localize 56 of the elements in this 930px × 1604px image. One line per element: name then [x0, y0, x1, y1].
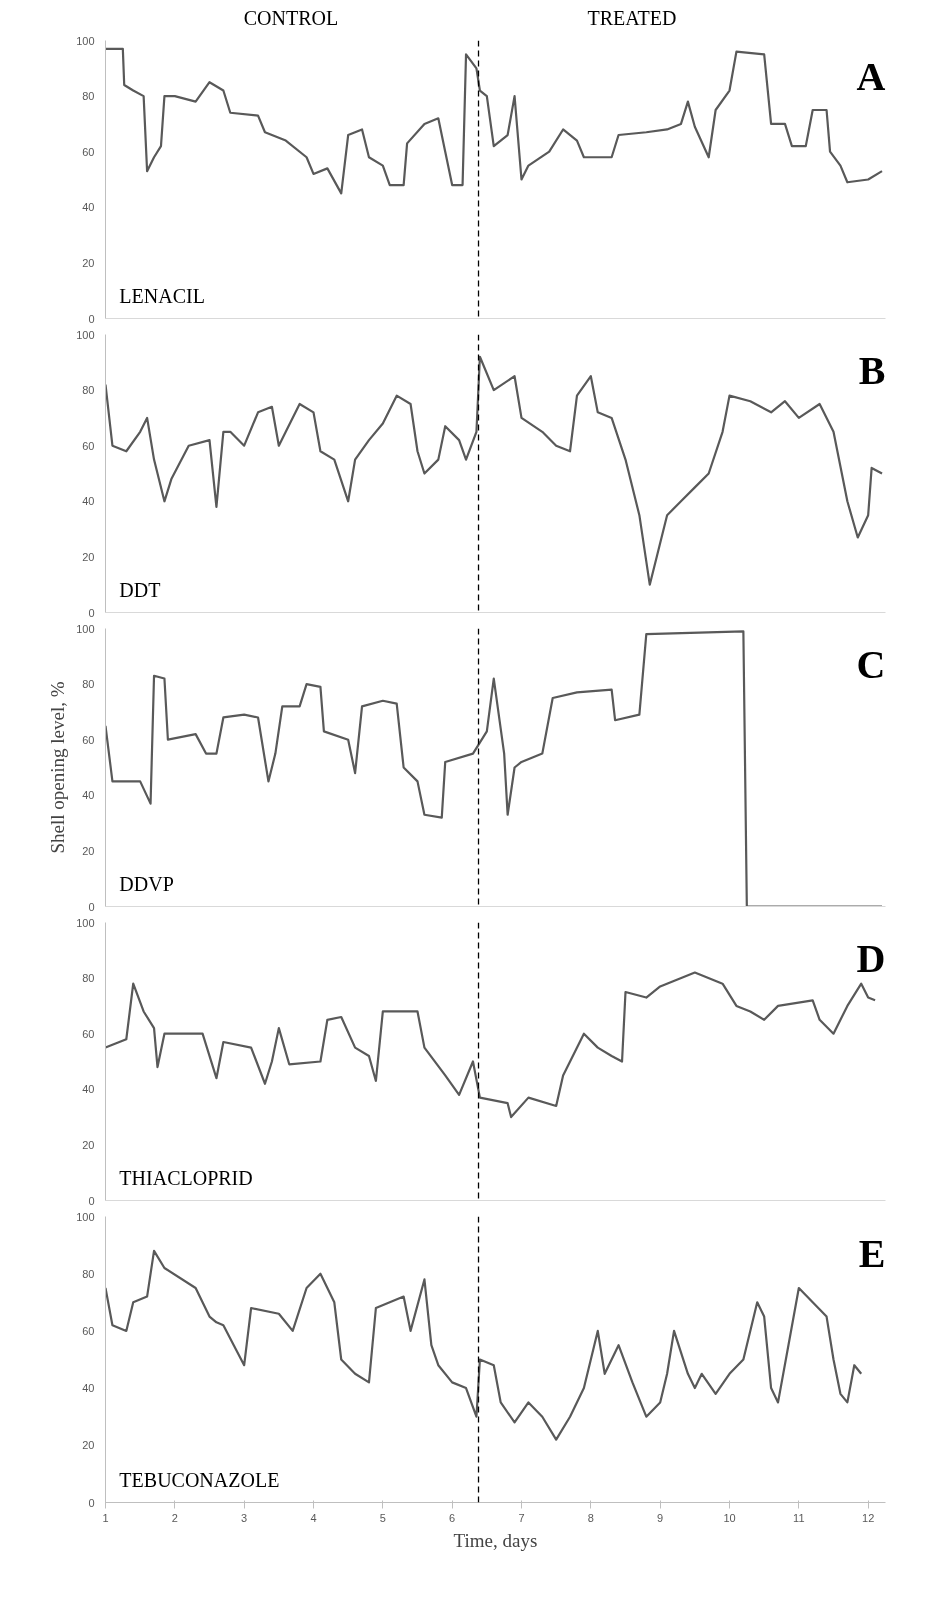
- x-tick-label: 5: [379, 1511, 386, 1524]
- y-tick-label: 100: [76, 916, 95, 929]
- x-tick-label: 9: [657, 1511, 664, 1524]
- y-tick-label: 20: [82, 844, 95, 857]
- y-tick-label: 20: [82, 256, 95, 269]
- y-tick-label: 40: [82, 789, 95, 802]
- annotation: B: [858, 348, 886, 394]
- x-axis-title: Time, days: [453, 1529, 538, 1551]
- x-tick-label: 4: [310, 1511, 317, 1524]
- x-tick-label: 1: [102, 1511, 109, 1524]
- y-tick-label: 60: [82, 1324, 95, 1337]
- y-tick-label: 60: [82, 439, 95, 452]
- x-tick-label: 11: [793, 1511, 805, 1524]
- annotation: C: [856, 642, 886, 688]
- y-tick-label: 0: [88, 900, 95, 913]
- annotation: THIACLOPRID: [119, 1167, 253, 1190]
- annotation: TEBUCONAZOLE: [119, 1469, 280, 1492]
- y-tick-label: 80: [82, 1267, 95, 1280]
- x-tick-label: 8: [587, 1511, 594, 1524]
- annotation: A: [856, 54, 886, 100]
- y-tick-label: 80: [82, 384, 95, 397]
- text: TREATED: [587, 6, 677, 31]
- y-tick-label: 100: [76, 622, 95, 635]
- y-tick-label: 100: [76, 1210, 95, 1223]
- y-tick-label: 20: [82, 1138, 95, 1151]
- x-tick-label: 3: [241, 1511, 248, 1524]
- y-tick-label: 60: [82, 1027, 95, 1040]
- x-tick-label: 7: [518, 1511, 525, 1524]
- x-tick-label: 12: [862, 1511, 875, 1524]
- y-tick-label: 40: [82, 495, 95, 508]
- y-tick-label: 0: [88, 312, 95, 325]
- y-tick-label: 40: [82, 201, 95, 214]
- y-tick-label: 80: [82, 972, 95, 985]
- x-tick-label: 10: [723, 1511, 736, 1524]
- y-tick-label: 0: [88, 606, 95, 619]
- y-axis-title: Shell opening level, %: [47, 681, 69, 854]
- x-tick-label: 2: [171, 1511, 178, 1524]
- annotation: DDVP: [119, 873, 174, 896]
- y-tick-label: 60: [82, 145, 95, 158]
- y-tick-label: 0: [88, 1194, 95, 1207]
- x-tick-label: 6: [449, 1511, 456, 1524]
- annotation: D: [856, 936, 886, 982]
- y-tick-label: 100: [76, 34, 95, 47]
- text: CONTROL: [243, 6, 339, 31]
- annotation: DDT: [119, 579, 161, 602]
- y-tick-label: 100: [76, 328, 95, 341]
- y-tick-label: 20: [82, 1439, 95, 1452]
- y-tick-label: 80: [82, 678, 95, 691]
- y-tick-label: 80: [82, 90, 95, 103]
- annotation: LENACIL: [119, 285, 205, 308]
- y-tick-label: 20: [82, 550, 95, 563]
- y-tick-label: 60: [82, 733, 95, 746]
- annotation: E: [858, 1230, 886, 1276]
- y-tick-label: 40: [82, 1382, 95, 1395]
- y-tick-label: 0: [88, 1496, 95, 1509]
- y-tick-label: 40: [82, 1083, 95, 1096]
